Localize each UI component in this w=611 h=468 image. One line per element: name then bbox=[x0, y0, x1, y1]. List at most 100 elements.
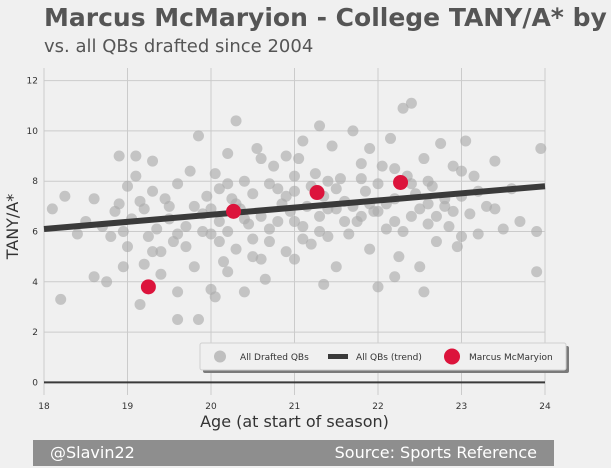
drafted-qb-point bbox=[113, 150, 125, 162]
drafted-qb-point bbox=[147, 246, 159, 258]
drafted-qb-point bbox=[297, 220, 309, 232]
drafted-qb-point bbox=[468, 170, 480, 182]
drafted-qb-point bbox=[531, 266, 543, 278]
drafted-qb-point bbox=[255, 253, 267, 265]
footer-source: Source: Sports Reference bbox=[334, 443, 537, 462]
drafted-qb-point bbox=[209, 168, 221, 180]
drafted-qb-point bbox=[192, 314, 204, 326]
drafted-qb-point bbox=[435, 137, 447, 149]
drafted-qb-point bbox=[201, 190, 213, 202]
drafted-qb-point bbox=[430, 236, 442, 248]
drafted-qb-point bbox=[489, 155, 501, 167]
drafted-qb-point bbox=[497, 223, 509, 235]
drafted-qb-point bbox=[138, 203, 150, 215]
drafted-qb-point bbox=[339, 215, 351, 227]
drafted-qb-point bbox=[238, 213, 250, 225]
y-tick-label: 4 bbox=[32, 278, 38, 288]
drafted-qb-point bbox=[222, 266, 234, 278]
drafted-qb-point bbox=[222, 178, 234, 190]
drafted-qb-point bbox=[443, 220, 455, 232]
drafted-qb-point bbox=[422, 175, 434, 187]
drafted-qb-point bbox=[289, 185, 300, 197]
drafted-qb-point bbox=[222, 226, 234, 237]
drafted-qb-point bbox=[305, 238, 317, 250]
drafted-qb-point bbox=[514, 215, 526, 227]
y-tick-label: 8 bbox=[32, 177, 38, 187]
drafted-qb-point bbox=[481, 200, 493, 212]
drafted-qb-point bbox=[222, 148, 234, 160]
drafted-qb-point bbox=[418, 286, 430, 298]
drafted-qb-point bbox=[280, 150, 292, 162]
drafted-qb-point bbox=[188, 261, 200, 273]
x-tick-label: 18 bbox=[38, 402, 50, 412]
x-tick-label: 22 bbox=[372, 402, 383, 412]
drafted-qb-point bbox=[430, 210, 442, 222]
legend-label-mcmaryion: Marcus McMaryion bbox=[469, 353, 553, 363]
drafted-qb-point bbox=[318, 278, 330, 290]
drafted-qb-points bbox=[46, 97, 547, 326]
drafted-qb-point bbox=[314, 120, 326, 132]
drafted-qb-point bbox=[147, 185, 159, 197]
drafted-qb-point bbox=[355, 210, 367, 222]
drafted-qb-point bbox=[238, 175, 250, 187]
x-tick-label: 24 bbox=[539, 402, 551, 412]
drafted-qb-point bbox=[535, 142, 547, 154]
drafted-qb-point bbox=[414, 261, 426, 273]
drafted-qb-point bbox=[405, 210, 417, 222]
drafted-qb-point bbox=[355, 173, 367, 185]
chart-subtitle: vs. all QBs drafted since 2004 bbox=[44, 36, 314, 57]
chart-legend: All Drafted QBs All QBs (trend) Marcus McM… bbox=[199, 342, 569, 373]
drafted-qb-point bbox=[192, 130, 204, 142]
drafted-qb-point bbox=[163, 200, 175, 212]
drafted-qb-point bbox=[172, 178, 184, 190]
drafted-qb-point bbox=[309, 168, 321, 180]
y-tick-label: 2 bbox=[32, 328, 38, 338]
drafted-qb-point bbox=[55, 293, 67, 305]
drafted-qb-point bbox=[268, 160, 280, 172]
drafted-qb-point bbox=[414, 203, 426, 215]
drafted-qb-point bbox=[289, 215, 300, 227]
drafted-qb-point bbox=[247, 251, 259, 263]
x-axis-label: Age (at start of season) bbox=[200, 412, 389, 431]
drafted-qb-point bbox=[188, 200, 200, 212]
y-tick-label: 6 bbox=[32, 228, 38, 238]
drafted-qb-point bbox=[59, 190, 71, 202]
drafted-qb-point bbox=[280, 246, 292, 258]
drafted-qb-point bbox=[289, 253, 300, 265]
y-tick-label: 10 bbox=[27, 127, 39, 137]
mcmaryion-point bbox=[393, 174, 409, 190]
drafted-qb-point bbox=[101, 276, 113, 288]
drafted-qb-point bbox=[263, 236, 275, 248]
x-tick-label: 20 bbox=[205, 402, 217, 412]
drafted-qb-point bbox=[259, 273, 271, 285]
drafted-qb-point bbox=[230, 243, 242, 255]
drafted-qb-point bbox=[88, 271, 100, 283]
drafted-qb-point bbox=[247, 188, 259, 200]
drafted-qb-point bbox=[263, 178, 275, 190]
drafted-qb-point bbox=[422, 218, 434, 230]
drafted-qb-point bbox=[218, 256, 230, 268]
drafted-qb-point bbox=[272, 183, 284, 195]
drafted-qb-point bbox=[172, 286, 184, 298]
drafted-qb-point bbox=[122, 241, 133, 253]
drafted-qb-point bbox=[472, 228, 484, 240]
drafted-qb-point bbox=[130, 150, 142, 162]
drafted-qb-point bbox=[209, 291, 221, 303]
drafted-qb-point bbox=[172, 314, 184, 326]
drafted-qb-point bbox=[359, 185, 371, 197]
drafted-qb-point bbox=[364, 142, 376, 154]
drafted-qb-point bbox=[314, 210, 326, 222]
drafted-qb-point bbox=[456, 231, 467, 243]
x-tick-label: 23 bbox=[456, 402, 467, 412]
drafted-qb-point bbox=[372, 281, 384, 293]
drafted-qb-point bbox=[397, 102, 409, 114]
drafted-qb-point bbox=[280, 190, 292, 202]
drafted-qb-point bbox=[293, 153, 305, 165]
drafted-qb-point bbox=[130, 170, 142, 182]
drafted-qb-point bbox=[460, 135, 472, 147]
footer-bar: @Slavin22 Source: Sports Reference bbox=[33, 440, 554, 466]
y-axis-label: TANY/A* bbox=[3, 194, 22, 261]
drafted-qb-point bbox=[393, 251, 405, 263]
drafted-qb-point bbox=[238, 286, 250, 298]
